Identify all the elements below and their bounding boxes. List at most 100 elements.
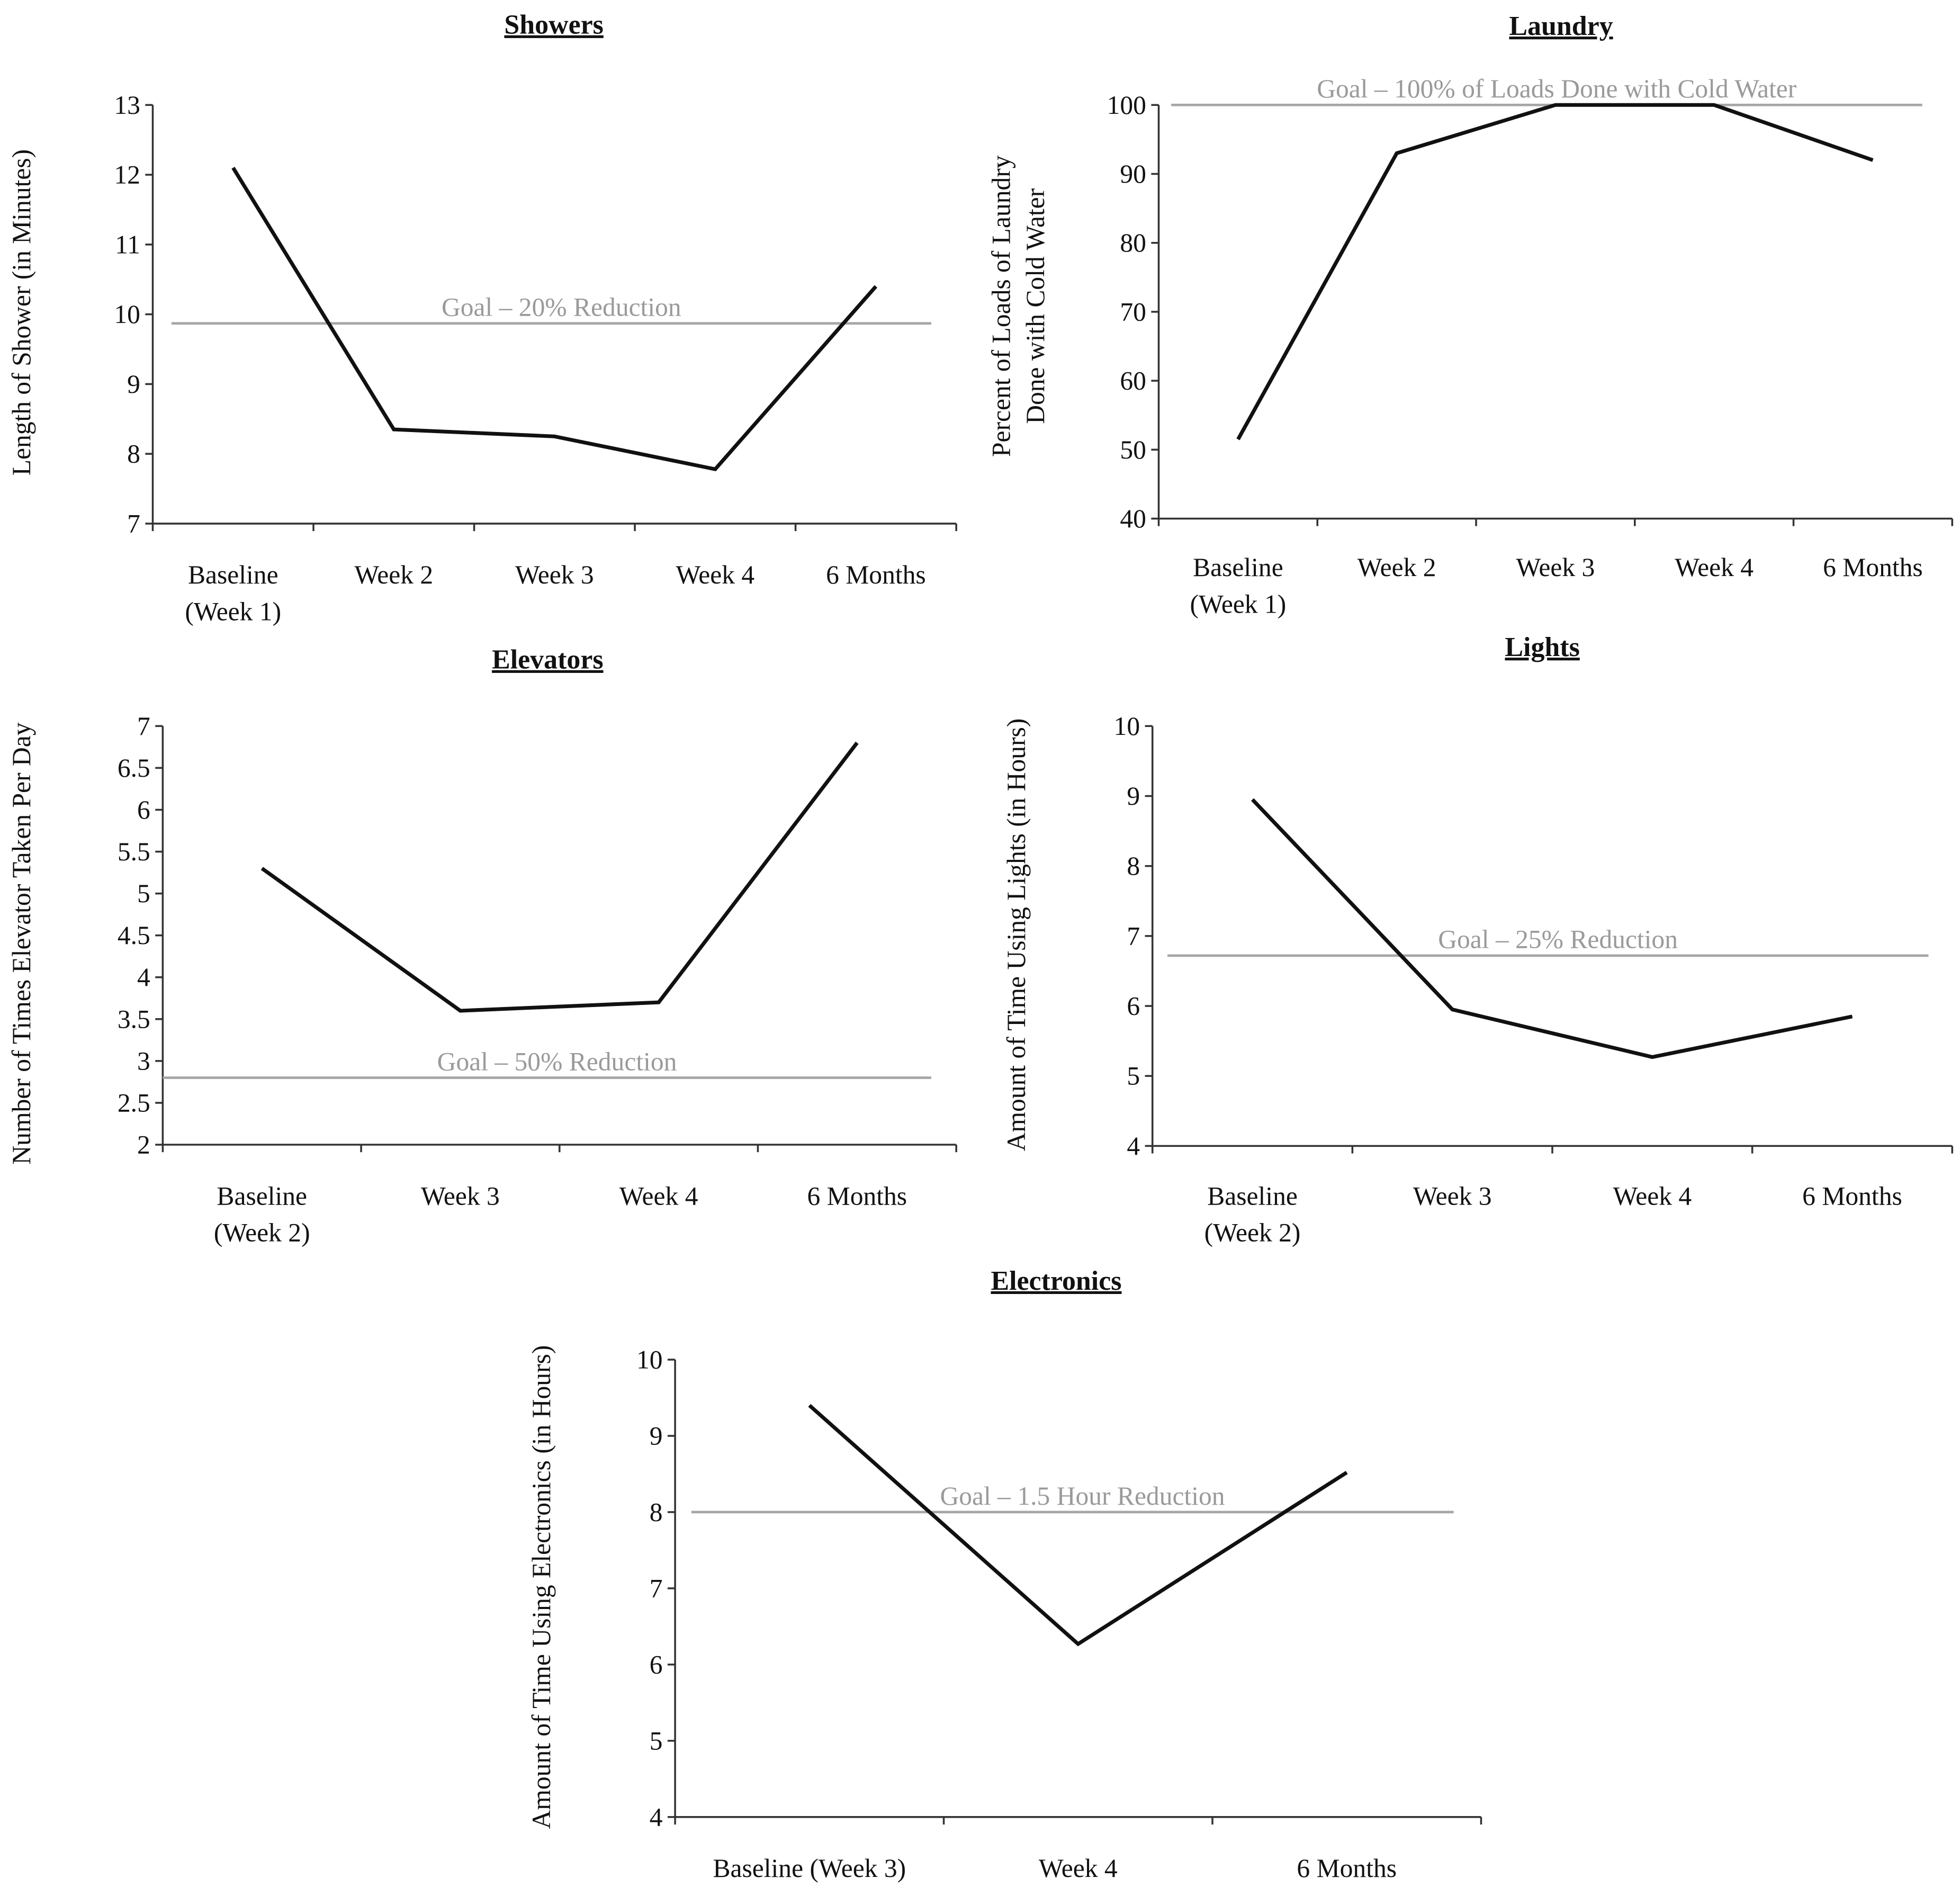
x-tick-label: Week 3	[1413, 1181, 1492, 1210]
x-tick-label-line: Week 3	[515, 560, 594, 589]
y-tick-label: 6.5	[118, 753, 150, 783]
y-tick-label: 50	[1120, 435, 1146, 464]
y-tick-label: 7	[650, 1574, 663, 1603]
x-tick-label: Baseline (Week 1)	[185, 560, 281, 626]
y-tick-label: 10	[636, 1345, 663, 1374]
y-tick-label: 6	[1127, 992, 1140, 1021]
series-line	[1236, 103, 1874, 441]
y-tick-label: 13	[114, 91, 140, 120]
x-tick-label-line: Week 4	[1613, 1181, 1692, 1210]
chart-lights: Lights 4 5 6 7 8 9 10 Baseline (Week 2) Week 3 Week…	[1002, 632, 1954, 1247]
y-tick-label: 8	[650, 1497, 663, 1526]
y-tick-label: 7	[137, 712, 150, 741]
y-tick-label: 2	[137, 1130, 150, 1160]
x-tick-label-line: Week 4	[1675, 553, 1754, 582]
chart-laundry: Laundry 40 50 60 70 80 90 100 Baseline (Week 1) We…	[987, 11, 1954, 618]
y-axis-label: Number of Times Elevator Taken Per Day	[7, 722, 36, 1164]
goal-label: Goal – 20% Reduction	[442, 293, 681, 322]
chart-elevators: Elevators 2 2.5 3 3.5 4 4.5 5 5.5 6 6.5 7 Baseline (W…	[7, 645, 957, 1247]
goal-label: Goal – 50% Reduction	[437, 1047, 677, 1076]
y-tick-label: 4	[650, 1802, 663, 1831]
x-tick-label-line: Baseline	[217, 1181, 307, 1210]
x-tick-label: Week 3	[515, 560, 594, 589]
x-tick-label-line: Week 4	[676, 560, 755, 589]
x-tick-label-line: Baseline (Week 3)	[713, 1854, 906, 1883]
y-tick-label: 3.5	[118, 1004, 150, 1034]
chart-title: Elevators	[492, 645, 603, 675]
y-tick-label: 10	[114, 300, 140, 329]
y-axis-label-line: Amount of Time Using Electronics (in Hou…	[527, 1345, 556, 1829]
y-tick-label: 100	[1107, 91, 1146, 120]
y-axis-label: Length of Shower (in Minutes)	[7, 149, 36, 475]
y-tick-label: 8	[127, 439, 140, 469]
y-tick-label: 6	[137, 795, 150, 824]
goal-label: Goal – 25% Reduction	[1438, 925, 1678, 954]
y-tick-label: 4	[137, 963, 150, 992]
y-tick-label: 8	[1127, 851, 1140, 880]
series-line	[1251, 798, 1853, 1059]
x-tick-label-line: 6 Months	[807, 1181, 907, 1210]
y-tick-label: 9	[127, 370, 140, 399]
y-tick-label: 80	[1120, 228, 1146, 257]
x-tick-label: Week 3	[421, 1181, 500, 1210]
x-tick-label: Week 2	[1357, 553, 1436, 582]
x-tick-label: Week 3	[1516, 553, 1595, 582]
y-tick-label: 4	[1127, 1131, 1140, 1161]
x-tick-label-line: (Week 2)	[1204, 1218, 1301, 1247]
y-tick-label: 11	[115, 230, 140, 259]
x-tick-label-line: 6 Months	[1823, 553, 1923, 582]
y-tick-label: 5.5	[118, 837, 150, 866]
y-tick-label: 3	[137, 1046, 150, 1075]
x-tick-label: 6 Months	[826, 560, 926, 589]
y-tick-label: 7	[127, 509, 140, 538]
y-axis-label-line: Amount of Time Using Lights (in Hours)	[1002, 718, 1031, 1152]
series-line	[260, 741, 859, 1013]
x-tick-label-line: Week 2	[354, 560, 433, 589]
x-tick-label-line: 6 Months	[826, 560, 926, 589]
y-tick-label: 12	[114, 160, 140, 190]
chart-title: Showers	[504, 10, 603, 40]
x-tick-label: Week 4	[1675, 553, 1754, 582]
x-tick-label: Week 4	[1613, 1181, 1692, 1210]
y-axis-label-line: Length of Shower (in Minutes)	[7, 149, 36, 475]
y-tick-label: 60	[1120, 366, 1146, 396]
x-tick-label: Baseline (Week 3)	[713, 1854, 906, 1883]
y-tick-label: 5	[137, 879, 150, 908]
series-line	[808, 1404, 1348, 1647]
y-tick-label: 5	[650, 1726, 663, 1755]
x-tick-label: Week 4	[619, 1181, 698, 1210]
x-tick-label-line: Week 3	[1413, 1181, 1492, 1210]
x-tick-label: 6 Months	[1823, 553, 1923, 582]
chart-title: Laundry	[1509, 11, 1613, 41]
y-tick-label: 70	[1120, 297, 1146, 326]
x-tick-label: Baseline (Week 1)	[1190, 553, 1287, 618]
y-tick-label: 9	[650, 1421, 663, 1450]
y-axis-label: Amount of Time Using Lights (in Hours)	[1002, 718, 1031, 1152]
x-tick-label-line: Baseline	[1207, 1181, 1298, 1210]
chart-showers: Showers 7 8 9 10 11 12 13 Baseline (Week 1) Week 2…	[7, 10, 957, 626]
chart-title: Lights	[1505, 632, 1579, 662]
x-tick-label: Week 4	[1039, 1854, 1118, 1883]
chart-title: Electronics	[991, 1266, 1121, 1296]
x-tick-label-line: (Week 1)	[1190, 589, 1287, 618]
y-tick-label: 4.5	[118, 921, 150, 950]
y-tick-label: 90	[1120, 159, 1146, 188]
x-tick-label: Week 2	[354, 560, 433, 589]
y-tick-label: 6	[650, 1650, 663, 1679]
y-axis-label-line: Number of Times Elevator Taken Per Day	[7, 722, 36, 1164]
y-tick-label: 10	[1114, 712, 1140, 741]
x-tick-label: 6 Months	[1297, 1854, 1397, 1883]
y-axis-label: Amount of Time Using Electronics (in Hou…	[527, 1345, 556, 1829]
x-tick-label-line: Baseline	[1193, 553, 1283, 582]
y-tick-label: 5	[1127, 1062, 1140, 1091]
y-tick-label: 2.5	[118, 1088, 150, 1117]
x-tick-label-line: 6 Months	[1802, 1181, 1902, 1210]
x-tick-label-line: Week 3	[1516, 553, 1595, 582]
goal-label: Goal – 100% of Loads Done with Cold Wate…	[1317, 74, 1797, 103]
x-tick-label: Baseline (Week 2)	[1204, 1181, 1301, 1247]
chart-electronics: Electronics 4 5 6 7 8 9 10 Baseline (Week 3) Week…	[527, 1266, 1482, 1883]
x-tick-label-line: 6 Months	[1297, 1854, 1397, 1883]
x-tick-label: Week 4	[676, 560, 755, 589]
